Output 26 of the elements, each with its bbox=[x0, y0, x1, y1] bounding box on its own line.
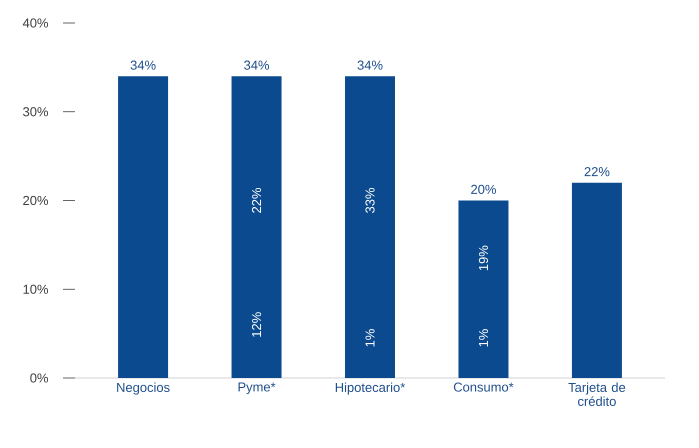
bar bbox=[572, 182, 622, 378]
y-tick-label: 0% bbox=[30, 373, 48, 383]
x-tick-label: Pyme* bbox=[238, 382, 276, 394]
annotation: 12% bbox=[252, 312, 262, 337]
data-label: 22% bbox=[584, 167, 610, 176]
data-label: 34% bbox=[358, 60, 383, 70]
y-tick-label: 30% bbox=[23, 107, 48, 116]
x-tick-label: Consumo* bbox=[454, 382, 514, 392]
x-tick-label: Negocios bbox=[117, 382, 170, 395]
annotation: 1% bbox=[478, 329, 488, 346]
data-label: 34% bbox=[244, 60, 270, 70]
data-label: 34% bbox=[130, 60, 156, 70]
x-tick-label: Hipotecario* bbox=[336, 382, 406, 395]
y-tick-label: 20% bbox=[23, 196, 48, 206]
y-tick-label: 10% bbox=[24, 284, 48, 294]
annotation: 22% bbox=[252, 188, 262, 213]
y-tick-label: 40% bbox=[22, 18, 48, 28]
bar bbox=[118, 76, 168, 378]
bar bbox=[458, 200, 508, 378]
annotation: 19% bbox=[478, 246, 488, 270]
bar bbox=[232, 76, 282, 378]
bar bbox=[345, 76, 396, 378]
x-tick-label: Tarjeta de crédito bbox=[568, 382, 626, 406]
data-label: 20% bbox=[471, 184, 496, 194]
annotation: 33% bbox=[365, 188, 375, 213]
annotation: 1% bbox=[365, 329, 375, 346]
